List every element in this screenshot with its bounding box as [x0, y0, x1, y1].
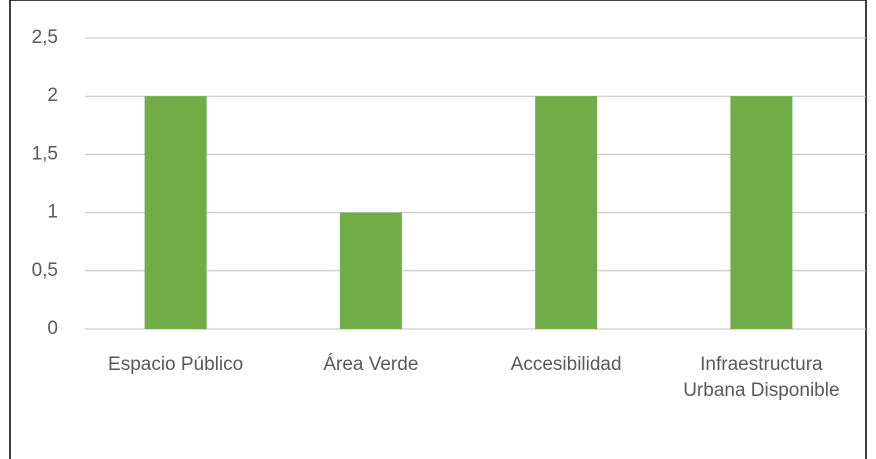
bar	[730, 96, 793, 329]
y-tick-label: 0,5	[32, 260, 58, 281]
x-tick-label: Infraestructura Urbana Disponible	[683, 354, 840, 401]
bar	[535, 96, 598, 329]
bar	[339, 212, 402, 329]
y-tick-label: 1	[47, 202, 58, 223]
y-tick-label: 0	[47, 318, 58, 339]
y-tick-label: 1,5	[32, 143, 58, 164]
x-tick-label: Accesibilidad	[510, 354, 622, 375]
chart-border	[9, 0, 867, 459]
x-tick-label: Espacio Público	[108, 354, 244, 375]
x-tick-label: Área Verde	[323, 354, 419, 375]
bar	[144, 96, 207, 329]
y-tick-label: 2,5	[32, 27, 58, 48]
y-tick-label: 2	[47, 85, 58, 106]
